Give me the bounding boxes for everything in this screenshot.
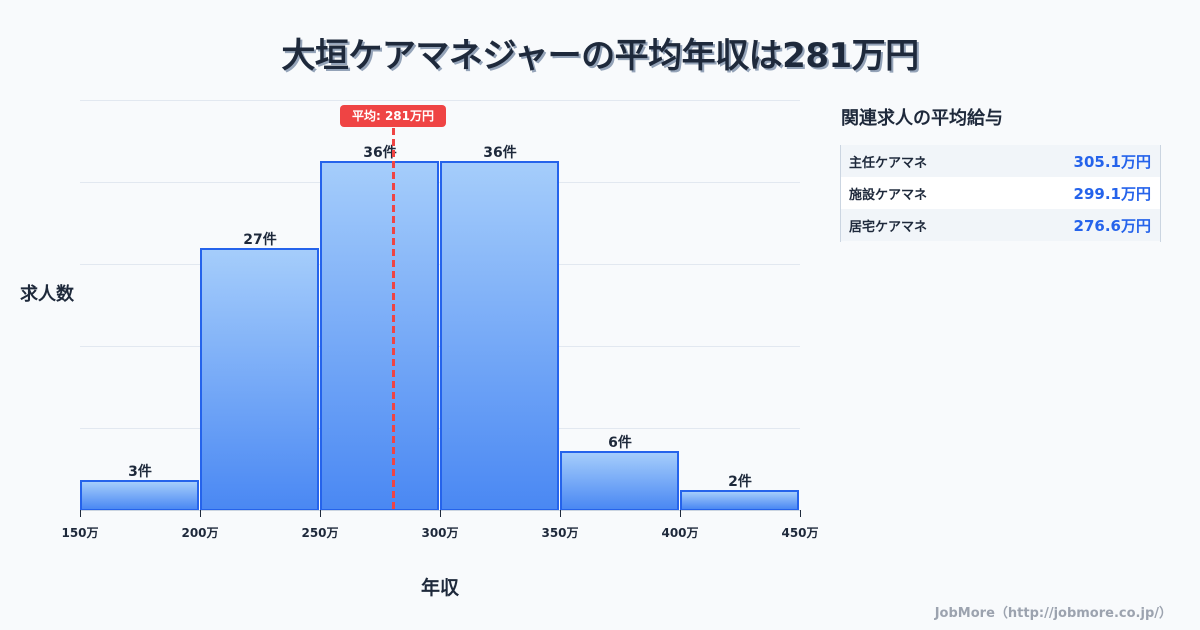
salary-value: 276.6万円	[1073, 216, 1151, 235]
histogram-bar	[320, 161, 439, 511]
x-tick-label: 150万	[61, 526, 99, 540]
histogram-bar	[560, 451, 679, 511]
x-tick	[560, 510, 561, 517]
x-tick-label: 400万	[661, 526, 699, 540]
x-tick-label: 300万	[421, 526, 459, 540]
x-tick	[680, 510, 681, 517]
x-tick	[440, 510, 441, 517]
related-salary-row: 施設ケアマネ 299.1万円	[841, 177, 1160, 209]
job-name: 主任ケアマネ	[849, 155, 928, 171]
job-name: 居宅ケアマネ	[849, 219, 928, 235]
bar-value-label: 27件	[243, 232, 277, 248]
x-tick	[200, 510, 201, 517]
related-salary-title: 関連求人の平均給与	[841, 108, 1003, 129]
mean-badge: 平均: 281万円	[340, 105, 446, 127]
x-axis-label: 年収	[420, 577, 459, 599]
job-name: 施設ケアマネ	[849, 187, 928, 203]
x-tick	[800, 510, 801, 517]
related-salary-row: 居宅ケアマネ 276.6万円	[841, 209, 1160, 241]
histogram-bar	[680, 490, 799, 511]
related-salary-row: 主任ケアマネ 305.1万円	[841, 145, 1160, 177]
histogram-bar	[440, 161, 559, 511]
bar-value-label: 3件	[128, 464, 152, 480]
x-tick-label: 450万	[781, 526, 819, 540]
bar-value-label: 36件	[483, 145, 517, 161]
x-tick-label: 350万	[541, 526, 579, 540]
x-tick-label: 200万	[181, 526, 219, 540]
mean-line	[392, 128, 395, 510]
histogram-bar	[200, 248, 319, 511]
source-credit: JobMore（http://jobmore.co.jp/）	[934, 606, 1172, 621]
page-title: 大垣ケアマネジャーの平均年収は281万円	[281, 36, 919, 76]
salary-value: 299.1万円	[1073, 184, 1151, 203]
bar-value-label: 6件	[608, 435, 632, 451]
x-tick	[320, 510, 321, 517]
histogram-bar	[80, 480, 199, 511]
x-tick-label: 250万	[301, 526, 339, 540]
related-salary-table: 主任ケアマネ 305.1万円 施設ケアマネ 299.1万円 居宅ケアマネ 276…	[840, 145, 1161, 242]
bar-value-label: 36件	[363, 145, 397, 161]
x-tick	[80, 510, 81, 517]
histogram-chart: 求人数 年収 3件 27件 36件 36件 6件 2件 150万 200万 25…	[20, 100, 819, 599]
salary-value: 305.1万円	[1073, 152, 1151, 171]
bar-value-label: 2件	[728, 474, 752, 490]
gridline	[80, 100, 800, 101]
y-axis-label: 求人数	[20, 284, 74, 305]
